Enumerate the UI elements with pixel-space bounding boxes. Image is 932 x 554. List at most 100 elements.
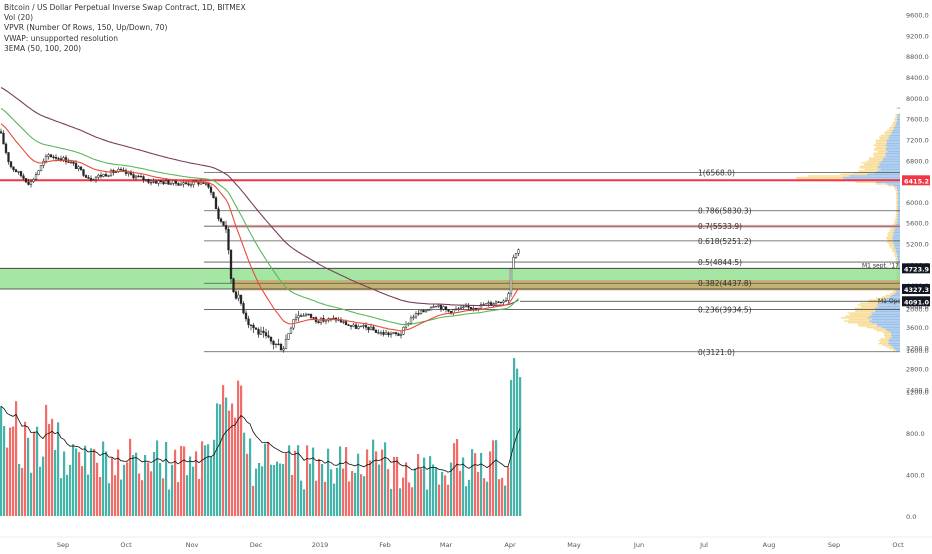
vpvr-bar-down (895, 210, 898, 213)
time-tick-label: Dec (250, 541, 263, 549)
vpvr-bar-down (874, 147, 886, 150)
vpvr-bar-down (895, 189, 898, 192)
volume-bar (255, 468, 258, 516)
price-axis-bg (900, 0, 932, 550)
candle-body (349, 325, 353, 327)
volume-bar (45, 404, 48, 516)
vpvr-bar-up (896, 289, 900, 292)
candle-body (394, 332, 398, 334)
volume-bar (357, 453, 360, 516)
volume-tick-label: 800.0 (906, 430, 925, 438)
candle-body (207, 183, 210, 188)
vpvr-bar-down (875, 297, 887, 300)
time-tick-label: Oct (892, 541, 904, 549)
vpvr-bar-down (889, 347, 895, 350)
vpvr-bar-up (892, 346, 900, 348)
vpvr-bar-down (889, 126, 895, 129)
vpvr-bar-up (891, 133, 900, 135)
vpvr-bar-up (894, 126, 900, 129)
vpvr-bar-up (896, 120, 900, 122)
time-tick-label: Sep (828, 541, 840, 549)
vpvr-bar-up (894, 246, 900, 248)
candle-body (149, 182, 153, 184)
vpvr-bar-down (868, 157, 883, 159)
volume-bar (306, 445, 309, 516)
candle-body (74, 163, 78, 169)
vpvr-bar-down (886, 236, 893, 238)
fib-label: 0.236(3934.5) (698, 305, 752, 314)
volume-bar (186, 475, 189, 516)
vpvr-bar-down (840, 173, 868, 175)
vpvr-bar-down (893, 186, 897, 188)
candle-body (182, 182, 185, 185)
vpvr-bar-down (888, 231, 894, 234)
candle-body (424, 310, 428, 313)
candle-body (392, 332, 395, 335)
price-label-bg (902, 263, 930, 274)
volume-bar (381, 449, 384, 516)
candle-body (244, 312, 248, 320)
vpvr-bar-up (895, 247, 900, 250)
vpvr-bar-up (892, 236, 900, 238)
volume-bar (24, 421, 27, 516)
candle-body (512, 257, 515, 269)
vpvr-bar-down (896, 262, 898, 264)
vpvr-bar-up (897, 218, 900, 221)
vpvr-bar-down (896, 196, 898, 198)
vpvr-bar-up (894, 230, 900, 232)
vpvr-bar-up (891, 131, 900, 134)
price-tick-label: 5200.0 (906, 241, 929, 249)
vpvr-bar-down (858, 325, 878, 327)
vpvr-bar-down (866, 160, 882, 163)
volume-bar (501, 477, 504, 516)
candle-body (489, 302, 493, 306)
volume-bar (156, 440, 159, 516)
price-tick-label: 6000.0 (906, 199, 929, 207)
vpvr-bar-up (887, 330, 900, 332)
candle-body (354, 324, 358, 329)
candle-body (502, 300, 505, 303)
vpvr-bar-up (897, 113, 900, 116)
candle-body (422, 310, 425, 313)
vpvr-bar-up (869, 320, 900, 322)
volume-bar (492, 440, 495, 516)
volume-bar (126, 462, 129, 516)
price-tick-label: 9200.0 (906, 32, 929, 40)
volume-bar (276, 461, 279, 516)
vpvr-bar-down (868, 299, 883, 301)
vpvr-bar-down (844, 315, 870, 317)
vpvr-bar-up (897, 107, 900, 109)
volume-bar (165, 441, 168, 516)
candle-body (282, 348, 285, 351)
candle-body (419, 310, 423, 314)
candle-body (92, 179, 95, 181)
vpvr-bar-up (871, 322, 900, 324)
candle-body (142, 176, 145, 181)
candle-body (9, 161, 13, 168)
candle-body (122, 169, 125, 172)
volume-bar (432, 464, 435, 516)
vpvr-bar-down (888, 184, 894, 187)
volume-bar (198, 478, 201, 516)
candle-body (97, 174, 100, 178)
volume-bar (369, 460, 372, 516)
vpvr-bar-down (860, 302, 879, 305)
vpvr-bar-down (882, 344, 891, 347)
vpvr-bar-down (895, 191, 898, 193)
volume-bar (318, 458, 321, 516)
vpvr-bar-down (859, 167, 878, 169)
candle-body (474, 307, 478, 310)
vpvr-bar-up (896, 121, 900, 124)
volume-bar (483, 478, 486, 516)
vpvr-bar-up (881, 326, 900, 329)
volume-bar (102, 441, 105, 516)
vpvr-bar-up (842, 176, 900, 179)
vpvr-bar-up (887, 151, 900, 153)
candle-body (264, 332, 268, 336)
candle-body (344, 321, 348, 326)
vpvr-bar-down (895, 192, 898, 195)
fib-label: 0.786(5830.3) (698, 207, 752, 216)
candle-body (84, 175, 88, 178)
